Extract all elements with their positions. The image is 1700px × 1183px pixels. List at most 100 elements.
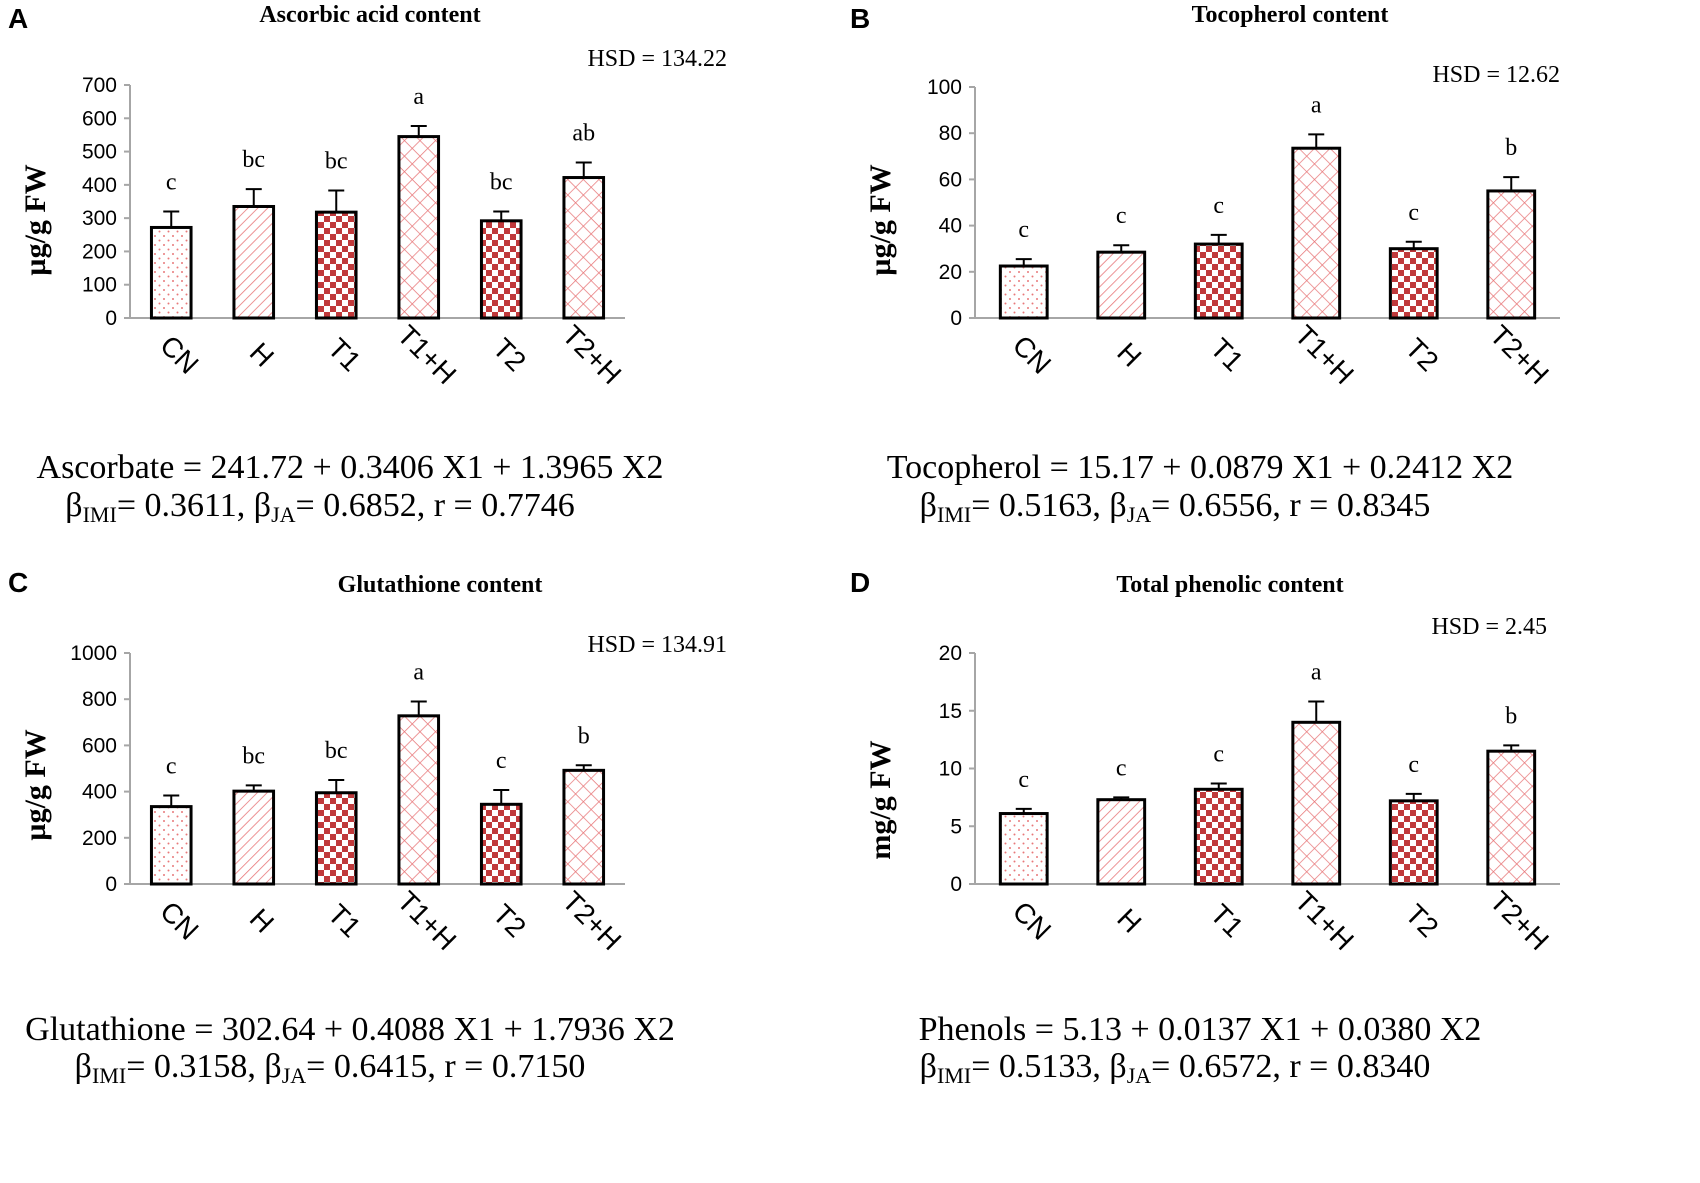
y-tick-label-d: 5 (950, 815, 962, 838)
x-tick-label-c-t1-plus-h: T1+H (391, 885, 462, 956)
y-tick-label-c: 200 (82, 827, 117, 850)
significance-letter-c-cn: c (166, 754, 177, 780)
significance-letter-a-t1: bc (325, 149, 348, 175)
y-tick-label-a: 600 (82, 107, 117, 130)
chart-title-d: Total phenolic content (1116, 572, 1343, 598)
bar-c-cn-dotted (149, 805, 193, 886)
bar-c-t1-checker (314, 791, 358, 886)
significance-letter-d-t1-plus-h: a (1311, 660, 1322, 686)
panel-letter-c: C (8, 567, 28, 598)
y-tick-label-a: 300 (82, 207, 117, 230)
significance-letter-b-t1-plus-h: a (1311, 92, 1322, 118)
y-tick-label-a: 400 (82, 174, 117, 197)
y-tick-label-b: 20 (939, 261, 962, 284)
panel-a: A Ascorbic acid content HSD = 134.22 µg/… (8, 2, 727, 527)
regression-equation-b: Tocopherol = 15.17 + 0.0879 X1 + 0.2412 … (887, 449, 1513, 486)
bar-d-h-diagonal (1096, 798, 1147, 886)
y-tick-label-c: 400 (82, 781, 117, 804)
significance-letter-c-t2: c (496, 748, 507, 774)
x-tick-label-a-t2-plus-h: T2+H (556, 319, 627, 390)
significance-letter-a-h: bc (242, 147, 265, 173)
x-tick-label-d-t2-plus-h: T2+H (1484, 885, 1555, 956)
x-tick-label-c-t1: T1 (322, 898, 367, 943)
regression-stats-c: βIMI= 0.3158, βJA= 0.6415, r = 0.7150 (75, 1048, 586, 1088)
bar-d-t2-checker (1388, 799, 1439, 886)
regression-equation-c: Glutathione = 302.64 + 0.4088 X1 + 1.793… (25, 1011, 675, 1048)
y-tick-label-b: 60 (939, 168, 962, 191)
hsd-label-b: HSD = 12.62 (1432, 62, 1560, 88)
bar-b-t1-checker (1193, 242, 1244, 320)
bar-b-t2-plus-h-crosshatch (1486, 189, 1537, 320)
significance-letter-d-cn: c (1018, 767, 1029, 793)
plot-area-b: 0 20 40 60 80 100 c CN c Hc T1 a T1+H c T2 b T2+H (927, 76, 1560, 390)
chart-title-a: Ascorbic acid content (259, 2, 480, 28)
y-tick-label-d: 10 (939, 758, 962, 781)
hsd-label-a: HSD = 134.22 (587, 46, 727, 72)
plot-area-c: 0 200 400 600 800 1000 c CN bc Hbc T1 a T1+H c T2 b T2+H (70, 642, 627, 956)
significance-letter-c-t1: bc (325, 738, 348, 764)
bar-c-t1-plus-h-crosshatch (397, 714, 441, 886)
beta-imi-value-d: = 0.5133, (971, 1048, 1101, 1085)
x-tick-label-d-t1: T1 (1204, 898, 1249, 943)
y-tick-label-d: 15 (939, 700, 962, 723)
bar-c-h-diagonal (232, 789, 276, 886)
x-tick-label-d-cn: CN (1007, 895, 1058, 946)
panel-b: B Tocopherol content HSD = 12.62 µg/g FW… (850, 2, 1560, 527)
significance-letter-a-cn: c (166, 169, 177, 195)
x-tick-label-a-t1: T1 (322, 332, 367, 377)
bar-b-cn-dotted (998, 264, 1049, 320)
significance-letter-c-h: bc (242, 743, 265, 769)
significance-letter-b-t2-plus-h: b (1505, 135, 1517, 161)
plot-area-a: 0 100 200 300 400 500 600 700 c CN bc Hbc T1 a T1+H bc T… (82, 74, 627, 390)
bar-c-t2-checker (479, 802, 523, 886)
significance-letter-c-t1-plus-h: a (413, 660, 424, 686)
y-tick-label-b: 40 (939, 215, 962, 238)
bar-a-t1-checker (314, 210, 358, 320)
y-tick-label-a: 500 (82, 141, 117, 164)
y-tick-label-a: 0 (105, 307, 117, 330)
x-tick-label-b-t1-plus-h: T1+H (1289, 319, 1360, 390)
chart-title-c: Glutathione content (338, 572, 543, 598)
significance-letter-a-t2: bc (490, 169, 513, 195)
significance-letter-b-t2: c (1408, 200, 1419, 226)
x-tick-label-c-h: H (244, 903, 280, 939)
x-tick-label-b-cn: CN (1007, 329, 1058, 380)
bar-d-t1-plus-h-crosshatch (1291, 720, 1342, 886)
bar-d-cn-dotted (998, 812, 1049, 886)
significance-letter-b-h: c (1116, 203, 1127, 229)
x-tick-label-b-h: H (1111, 337, 1147, 373)
y-axis-label-d: mg/g FW (864, 740, 897, 859)
y-tick-label-d: 20 (939, 642, 962, 665)
plot-area-d: 0 5 10 15 20 c CN c Hc T1 a T1+H c T2 b T2+H (939, 642, 1560, 956)
y-tick-label-c: 1000 (70, 642, 117, 665)
beta-imi-value-c: = 0.3158, (126, 1048, 256, 1085)
x-tick-label-b-t1: T1 (1204, 332, 1249, 377)
y-tick-label-a: 200 (82, 240, 117, 263)
hsd-label-c: HSD = 134.91 (587, 632, 727, 658)
y-axis-label-a: µg/g FW (19, 164, 52, 275)
beta-ja-value-b: = 0.6556, r = 0.8345 (1151, 487, 1430, 524)
x-tick-label-c-t2-plus-h: T2+H (556, 885, 627, 956)
bar-d-t1-checker (1193, 787, 1244, 886)
y-tick-label-b: 0 (950, 307, 962, 330)
y-tick-label-c: 0 (105, 873, 117, 896)
x-tick-label-a-t2: T2 (487, 332, 532, 377)
bar-b-t2-checker (1388, 247, 1439, 320)
x-tick-label-d-h: H (1111, 903, 1147, 939)
panel-letter-b: B (850, 3, 870, 34)
panel-c: C Glutathione content HSD = 134.91 µg/g … (8, 567, 727, 1088)
x-tick-label-b-t2: T2 (1399, 332, 1444, 377)
significance-letter-d-h: c (1116, 755, 1127, 781)
y-tick-label-a: 700 (82, 74, 117, 97)
x-tick-label-d-t1-plus-h: T1+H (1289, 885, 1360, 956)
bar-b-h-diagonal (1096, 250, 1147, 320)
bar-c-t2-plus-h-crosshatch (562, 768, 606, 886)
y-tick-label-c: 800 (82, 688, 117, 711)
significance-letter-d-t1: c (1213, 742, 1224, 768)
significance-letter-b-t1: c (1213, 193, 1224, 219)
y-axis-label-c: µg/g FW (19, 729, 52, 840)
chart-title-b: Tocopherol content (1192, 2, 1389, 28)
panel-letter-d: D (850, 567, 870, 598)
y-tick-label-a: 100 (82, 274, 117, 297)
